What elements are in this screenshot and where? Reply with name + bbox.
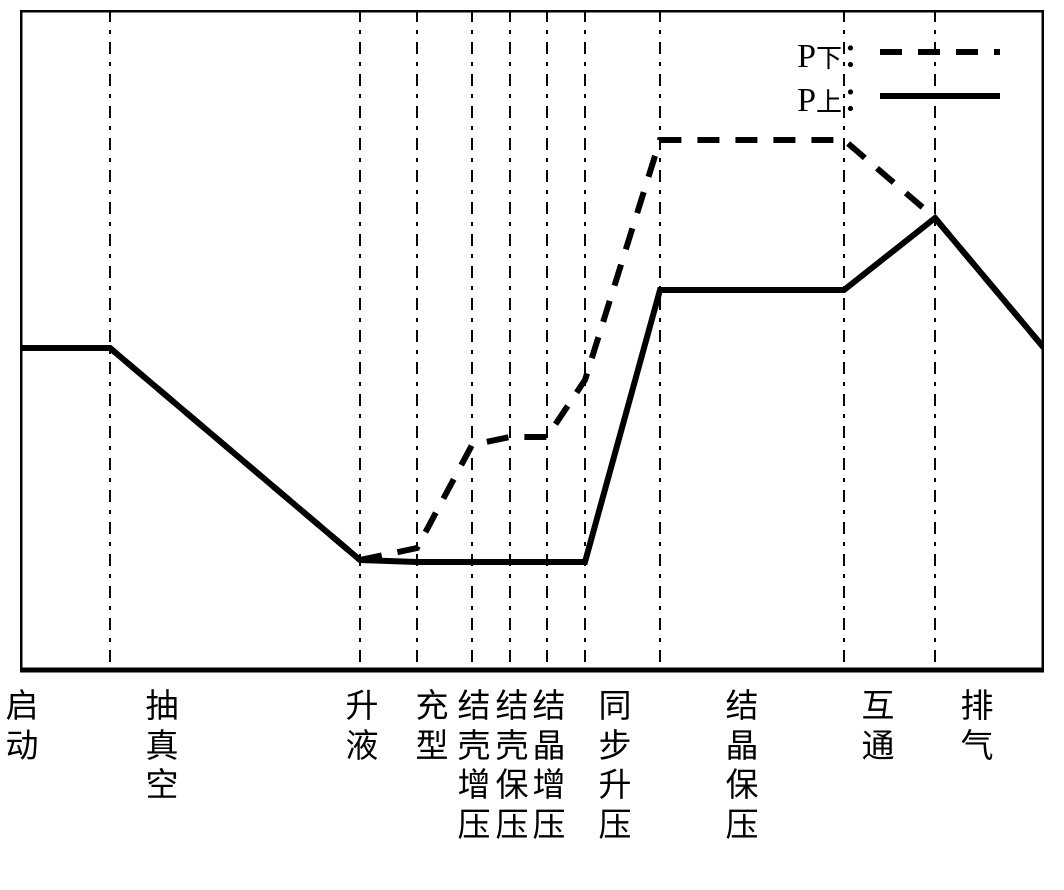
phase-label: 升液 (342, 686, 382, 765)
legend-label: P上： (797, 72, 876, 121)
legend-swatch (880, 30, 1000, 74)
phase-label: 充型 (412, 686, 452, 765)
legend-entry: P下： (797, 30, 1000, 74)
phase-label: 排气 (957, 686, 997, 765)
chart-container: P下：P上： 启动抽真空升液充型结壳增压结壳保压结晶增压同步升压结晶保压互通排气 (20, 10, 1044, 880)
legend: P下：P上： (797, 30, 1000, 118)
phase-label: 结晶增压 (529, 686, 569, 844)
phase-label: 抽真空 (142, 686, 182, 805)
phase-label: 同步升压 (595, 686, 635, 844)
legend-swatch (880, 74, 1000, 118)
phase-label: 结晶保压 (722, 686, 762, 844)
phase-label: 结壳保压 (492, 686, 532, 844)
series-p-upper (20, 218, 1044, 562)
phase-label: 互通 (858, 686, 898, 765)
series-p-lower (20, 140, 1044, 560)
legend-label: P下： (797, 28, 876, 77)
phase-label: 结壳增压 (454, 686, 494, 844)
phase-label: 启动 (2, 686, 42, 765)
legend-entry: P上： (797, 74, 1000, 118)
